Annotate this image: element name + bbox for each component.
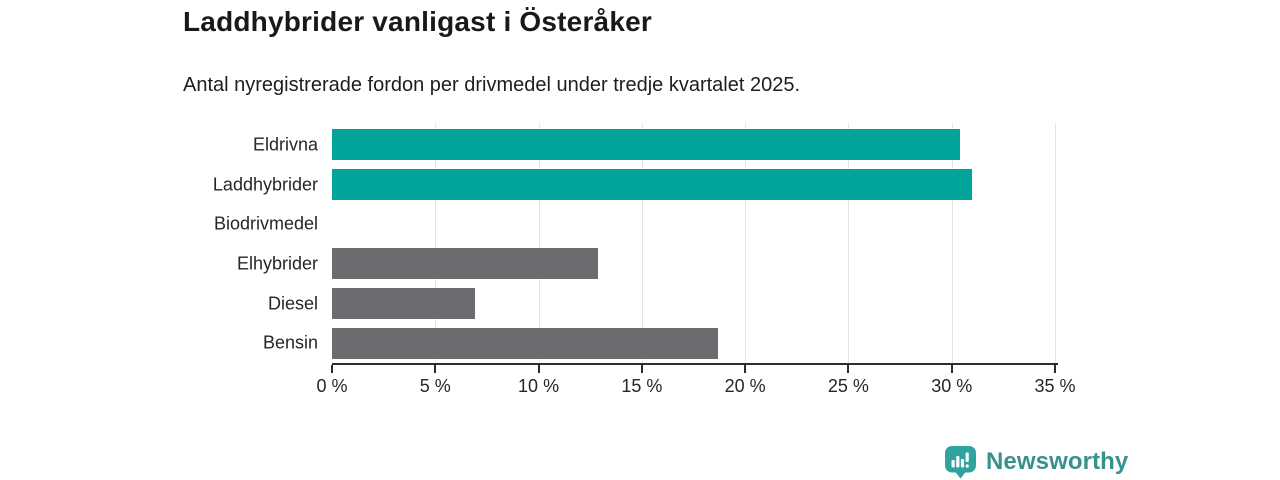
y-axis-label: Biodrivmedel: [213, 213, 318, 234]
plot-area: [332, 123, 1060, 363]
y-axis-label: Diesel: [267, 293, 318, 313]
x-axis-tick: [1054, 365, 1056, 373]
x-axis-tick: [744, 365, 747, 373]
x-axis-tick: [640, 365, 643, 373]
x-axis-line: [332, 363, 1058, 365]
bar-row: [332, 327, 719, 359]
bar-row: [332, 288, 475, 319]
bar-row: [332, 169, 973, 200]
chart-subtitle: Antal nyregistrerade fordon per drivmede…: [183, 74, 801, 96]
y-axis-label: Laddhybrider: [212, 174, 318, 194]
bar-row: [332, 129, 960, 161]
y-axis-labels: Eldrivna Laddhybrider Biodrivmedel Elhybrid…: [0, 125, 318, 363]
x-axis-tick-label: 10 %: [518, 376, 560, 396]
x-axis-tick-label: 35 %: [1034, 376, 1076, 396]
x-axis-tick-label: 0 %: [316, 376, 348, 396]
newsworthy-logo-icon: [945, 446, 976, 479]
gridline: [641, 123, 643, 363]
x-axis-tick: [331, 365, 333, 373]
y-axis-label: Bensin: [262, 332, 318, 353]
x-axis-tick: [537, 365, 540, 373]
chart-title: Laddhybrider vanligast i Österåker: [183, 6, 652, 37]
y-axis-label: Eldrivna: [252, 134, 318, 155]
x-axis-tick: [847, 365, 850, 373]
x-axis-tick-label: 30 %: [931, 376, 973, 396]
y-axis-label: Elhybrider: [236, 253, 318, 274]
x-axis-tick-label: 15 %: [621, 376, 663, 396]
x-axis: 0 % 5 % 10 % 15 % 20 % 25 % 30 % 35 %: [316, 363, 1076, 403]
bar-bensin: [332, 327, 719, 359]
bar-diesel: [332, 288, 475, 319]
gridline: [848, 123, 850, 363]
bar-elhybrider: [332, 248, 599, 280]
x-axis-tick: [434, 365, 437, 373]
x-axis-tick-label: 5 %: [419, 376, 451, 396]
bar-laddhybrider: [332, 169, 973, 200]
gridline: [745, 123, 747, 363]
x-axis-tick: [950, 365, 953, 373]
gridline: [538, 123, 540, 363]
bar-row: [332, 248, 599, 280]
x-axis-tick-label: 25 %: [827, 376, 869, 396]
bar-eldrivna: [332, 129, 960, 161]
gridline: [951, 123, 953, 363]
brand-logo: Newsworthy: [944, 445, 1128, 479]
gridline: [1055, 123, 1056, 363]
x-axis-tick-label: 20 %: [724, 376, 766, 396]
brand-logo-text: Newsworthy: [986, 448, 1129, 475]
gridline: [435, 123, 437, 363]
